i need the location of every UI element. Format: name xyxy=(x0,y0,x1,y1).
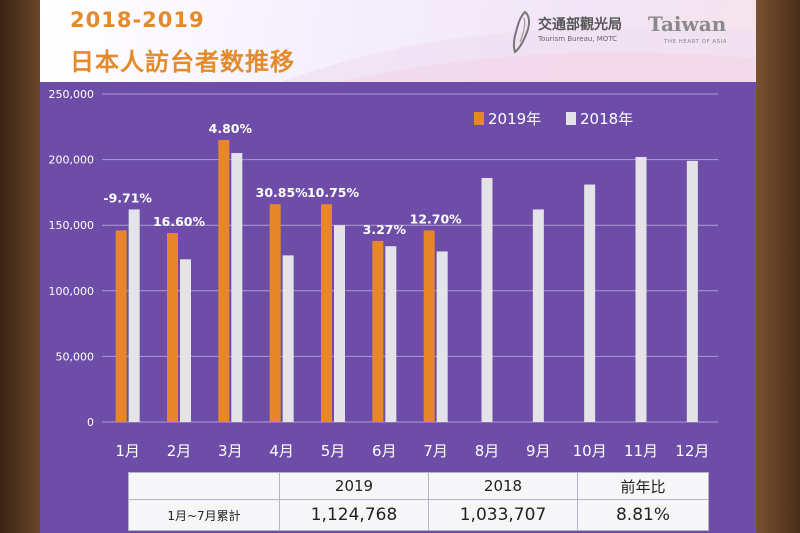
bar-2019 xyxy=(115,230,127,422)
legend-swatch-2019 xyxy=(474,112,484,125)
taiwan-wordmark: Taiwan xyxy=(648,12,727,36)
y-tick-label: 200,000 xyxy=(49,154,95,167)
room-wall-left xyxy=(0,0,40,533)
x-tick-label: 8月 xyxy=(475,442,500,460)
y-tick-label: 50,000 xyxy=(56,350,95,363)
bar-2018 xyxy=(686,160,698,423)
slide-title-years: 2018-2019 xyxy=(70,8,205,32)
growth-label: 4.80% xyxy=(209,121,253,136)
taiwan-island-icon xyxy=(512,10,531,54)
bar-2018 xyxy=(481,177,493,422)
bar-2019 xyxy=(167,233,178,422)
slide-header: 2018-2019 日本人訪台者数推移 交通部觀光局 Tourism Burea… xyxy=(40,0,756,82)
growth-label: 12.70% xyxy=(410,211,463,226)
summary-value-2019: 1,124,768 xyxy=(279,499,429,531)
y-tick-label: 100,000 xyxy=(49,285,95,298)
x-tick-label: 9月 xyxy=(526,442,551,460)
motc-name: 交通部觀光局 xyxy=(538,17,622,33)
x-tick-label: 4月 xyxy=(269,442,294,460)
bar-2018 xyxy=(128,209,140,422)
summary-header-row: 2019 2018 前年比 xyxy=(128,472,709,500)
bar-2018 xyxy=(385,246,397,422)
x-tick-label: 1月 xyxy=(115,442,140,460)
bar-2019 xyxy=(269,204,281,422)
legend-label-2018: 2018年 xyxy=(580,110,633,128)
bar-2018 xyxy=(334,225,345,422)
y-tick-label: 0 xyxy=(87,416,94,429)
bar-2018 xyxy=(584,184,596,422)
legend-label-2019: 2019年 xyxy=(488,110,541,128)
y-tick-label: 250,000 xyxy=(49,88,95,101)
motc-logo: 交通部觀光局 Tourism Bureau, MOTC xyxy=(508,8,638,56)
bar-2018 xyxy=(532,209,544,422)
motc-subtitle: Tourism Bureau, MOTC xyxy=(538,35,618,43)
bar-2018 xyxy=(231,153,243,422)
y-tick-label: 150,000 xyxy=(49,219,95,232)
bar-2019 xyxy=(321,204,332,422)
growth-label: 16.60% xyxy=(153,214,206,229)
bar-2018 xyxy=(436,251,448,422)
x-tick-label: 12月 xyxy=(675,442,709,460)
summary-header-2018: 2018 xyxy=(428,472,578,500)
summary-value-yoy: 8.81% xyxy=(577,499,709,531)
growth-label: 3.27% xyxy=(363,222,407,237)
summary-value-row: 1月~7月累計 1,124,768 1,033,707 8.81% xyxy=(128,499,709,531)
summary-row-label: 1月~7月累計 xyxy=(128,499,280,531)
taiwan-brand-logo: Taiwan THE HEART OF ASIA xyxy=(646,12,746,52)
bar-2019 xyxy=(372,240,384,422)
visitor-bar-chart: 0 50,000 100,000 150,000 200,000 250,000 1月 -9.… xyxy=(49,88,718,460)
bar-2018 xyxy=(180,259,191,422)
header-swoosh xyxy=(280,27,756,82)
slide-title: 日本人訪台者数推移 xyxy=(70,48,295,76)
x-tick-label: 10月 xyxy=(573,442,607,460)
x-tick-label: 5月 xyxy=(321,442,346,460)
room-wall-right xyxy=(756,0,800,533)
bar-2019 xyxy=(423,230,435,422)
presentation-slide: 2018-2019 日本人訪台者数推移 交通部觀光局 Tourism Burea… xyxy=(40,0,756,533)
x-tick-label: 3月 xyxy=(218,442,243,460)
x-tick-label: 7月 xyxy=(423,442,448,460)
growth-label: 10.75% xyxy=(307,185,360,200)
bar-2018 xyxy=(282,255,294,422)
bar-2018 xyxy=(635,156,647,422)
summary-table: 2019 2018 前年比 1月~7月累計 1,124,768 1,033,70… xyxy=(128,472,709,531)
x-tick-label: 11月 xyxy=(624,442,658,460)
growth-label: -9.71% xyxy=(103,190,152,205)
summary-header-yoy: 前年比 xyxy=(577,472,709,500)
summary-header-2019: 2019 xyxy=(279,472,429,500)
bar-2019 xyxy=(218,139,230,423)
x-tick-label: 6月 xyxy=(372,442,397,460)
summary-corner-cell xyxy=(128,472,280,500)
summary-value-2018: 1,033,707 xyxy=(428,499,578,531)
legend-swatch-2018 xyxy=(566,112,576,125)
x-tick-label: 2月 xyxy=(167,442,192,460)
growth-label: 30.85% xyxy=(256,185,309,200)
taiwan-tagline: THE HEART OF ASIA xyxy=(664,39,728,45)
